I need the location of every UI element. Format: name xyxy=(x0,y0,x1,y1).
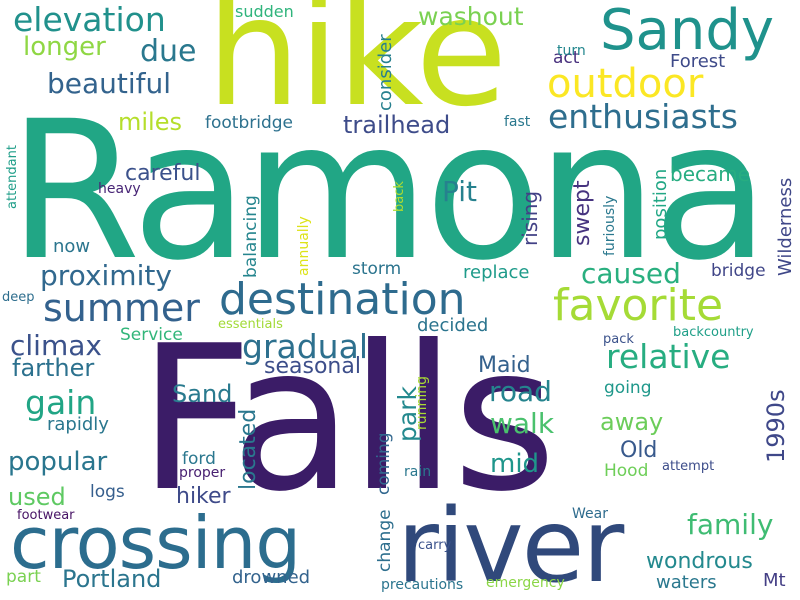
word: farther xyxy=(12,354,95,382)
word: careful xyxy=(125,161,201,186)
word: coming xyxy=(374,432,394,495)
word: heavy xyxy=(98,181,141,197)
word: essentials xyxy=(218,317,283,332)
word: road xyxy=(489,375,552,408)
word: rain xyxy=(404,464,432,480)
word: Forest xyxy=(670,51,726,72)
word: Portland xyxy=(62,565,162,593)
word: wondrous xyxy=(646,549,753,574)
word: gradual xyxy=(242,327,368,366)
word: change xyxy=(375,509,395,572)
word: climax xyxy=(10,329,102,362)
word: washout xyxy=(418,2,524,31)
word: fast xyxy=(504,114,531,130)
word: position xyxy=(650,168,671,240)
word: Sand xyxy=(172,380,233,408)
word: 1990s xyxy=(762,389,790,463)
word: waters xyxy=(656,572,717,593)
word: Maid xyxy=(478,353,531,378)
word: trailhead xyxy=(343,111,451,139)
word: attendant xyxy=(5,145,20,209)
word: carry xyxy=(418,538,452,553)
word: Sandy xyxy=(600,0,775,63)
word: emergency xyxy=(486,575,565,591)
word: summer xyxy=(43,286,200,330)
word: Hood xyxy=(604,461,649,481)
word: attempt xyxy=(662,459,715,474)
word: act xyxy=(553,48,580,68)
word: annually xyxy=(296,216,312,276)
word: swept xyxy=(570,180,595,246)
word: located xyxy=(236,408,261,490)
word: became xyxy=(670,162,751,186)
word: balancing xyxy=(241,195,261,278)
word: longer xyxy=(23,32,106,62)
word: crossing xyxy=(10,501,301,585)
word: walk xyxy=(490,407,555,440)
word: mid xyxy=(490,449,540,479)
word: due xyxy=(140,34,197,69)
word: caused xyxy=(581,257,681,290)
word: ford xyxy=(182,449,216,469)
word: river xyxy=(397,487,624,600)
word: decided xyxy=(417,315,489,336)
word: enthusiasts xyxy=(548,97,738,136)
word: Wear xyxy=(572,506,608,522)
word: backcountry xyxy=(673,325,754,340)
word: running xyxy=(414,375,430,430)
word: seasonal xyxy=(264,354,361,379)
word: replace xyxy=(463,262,530,283)
word: relative xyxy=(606,337,731,376)
word: rapidly xyxy=(47,414,109,435)
word: beautiful xyxy=(47,67,172,100)
word: destination xyxy=(219,274,466,325)
word: miles xyxy=(118,108,182,136)
word: going xyxy=(604,378,652,398)
word: Service xyxy=(120,325,183,345)
word: hiker xyxy=(176,484,231,509)
word: Old xyxy=(620,438,658,463)
word: part xyxy=(6,567,41,587)
word: now xyxy=(53,236,91,257)
word: sudden xyxy=(235,2,294,21)
word: footwear xyxy=(17,508,75,523)
word: Mt xyxy=(763,570,786,591)
word: footbridge xyxy=(205,113,293,133)
word: Pit xyxy=(442,175,478,208)
word: drowned xyxy=(232,567,311,588)
word: elevation xyxy=(13,0,166,39)
word: precautions xyxy=(381,577,464,593)
word: gain xyxy=(25,383,97,422)
word: back xyxy=(392,181,407,212)
word: proper xyxy=(179,465,226,481)
word: proximity xyxy=(40,259,172,292)
word: turn xyxy=(557,43,586,59)
word: rising xyxy=(518,190,542,246)
word: logs xyxy=(90,482,125,502)
word: bridge xyxy=(711,261,766,281)
word: pack xyxy=(603,332,634,347)
word: Falls xyxy=(138,303,557,536)
word: away xyxy=(600,408,664,436)
word: used xyxy=(8,483,66,511)
word: favorite xyxy=(553,280,724,331)
word: furiously xyxy=(602,195,618,256)
word: hike xyxy=(206,0,508,140)
word: Wilderness xyxy=(775,177,796,276)
word: storm xyxy=(352,259,402,279)
word: outdoor xyxy=(547,61,704,107)
word: Ramona xyxy=(8,81,770,303)
word: family xyxy=(687,508,774,541)
word: popular xyxy=(8,447,108,477)
word: deep xyxy=(2,290,35,305)
word: consider xyxy=(375,34,396,111)
